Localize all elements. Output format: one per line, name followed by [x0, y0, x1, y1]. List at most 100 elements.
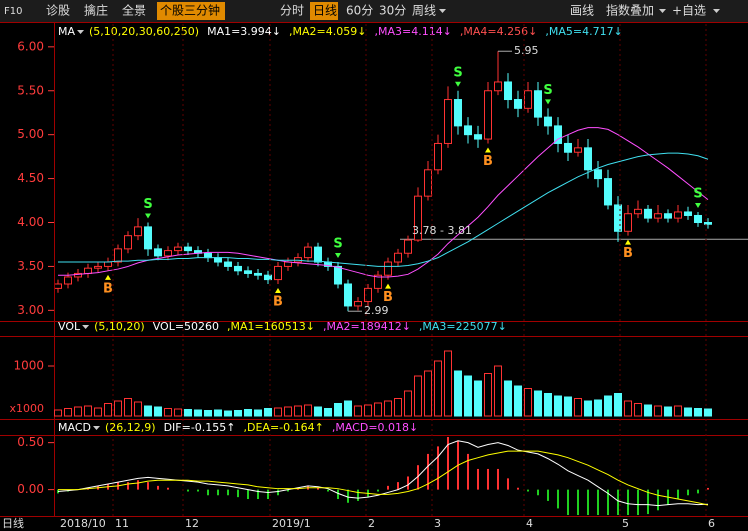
volume-bar: [84, 405, 92, 417]
period-label: 日线: [2, 516, 24, 530]
candle-body: [84, 267, 92, 274]
volume-bar: [494, 365, 502, 417]
signal-label: S: [143, 197, 152, 212]
volume-bar: [484, 373, 492, 417]
volume-bar: [54, 409, 62, 417]
volume-bar: [504, 380, 512, 417]
volume-bar: [244, 409, 252, 417]
candle-body: [634, 208, 642, 215]
y-tick-label: 6.00: [17, 39, 44, 53]
toolbar-button[interactable]: 诊股: [46, 4, 70, 18]
volume-bar: [224, 410, 232, 417]
toolbar-button[interactable]: 全景: [122, 3, 146, 18]
volume-bar: [514, 385, 522, 417]
indicator-label: (26,12,9): [105, 421, 156, 434]
volume-bar: [124, 398, 132, 417]
period-button[interactable]: 周线: [412, 4, 436, 18]
volume-bar: [184, 409, 192, 417]
indicator-label[interactable]: VOL: [58, 320, 81, 333]
volume-bar: [334, 403, 342, 417]
candle-body: [204, 252, 212, 259]
candle-body: [404, 239, 412, 254]
unit-label: x1000: [9, 402, 44, 415]
volume-bar: [264, 408, 272, 417]
candle-body: [644, 208, 652, 219]
toolbar-button[interactable]: +自选: [672, 4, 706, 18]
candle-body: [254, 272, 262, 276]
toolbar-button[interactable]: 指数叠加: [606, 3, 654, 18]
indicator-label[interactable]: MA: [58, 25, 75, 38]
annotation: 5.95: [514, 44, 539, 57]
signal-label: B: [483, 154, 493, 169]
indicator-label[interactable]: MACD: [58, 421, 91, 434]
y-tick-label: 3.50: [17, 259, 44, 273]
volume-bar: [524, 388, 532, 417]
volume-bar: [434, 360, 442, 417]
period-button[interactable]: 60分: [346, 4, 373, 18]
candle-body: [174, 246, 182, 252]
y-tick-label: 0.50: [17, 435, 44, 449]
toolbar-button[interactable]: 擒庄: [84, 3, 108, 18]
volume-bar: [664, 406, 672, 417]
volume-bar: [254, 409, 262, 417]
price-plot: [55, 51, 748, 312]
candle-body: [134, 226, 142, 237]
volume-bar: [654, 405, 662, 417]
period-button[interactable]: 30分: [379, 4, 406, 18]
macd-plot: [57, 437, 709, 515]
signal-arrow: [625, 239, 631, 245]
indicator-label: ,MA1=160513↓: [227, 320, 315, 333]
candle-body: [674, 211, 682, 219]
volume-bar: [474, 380, 482, 417]
dropdown-arrow: [439, 9, 446, 13]
indicator-label: (5,10,20,30,60,250): [89, 25, 199, 38]
candle-body: [514, 99, 522, 109]
indicator-label: ,MACD=0.018↓: [332, 421, 418, 434]
candle-body: [94, 265, 102, 269]
volume-bar: [164, 408, 172, 417]
candle-body: [264, 274, 272, 281]
x-tick-label: 3: [434, 517, 441, 530]
volume-bar: [694, 408, 702, 417]
period-button[interactable]: 分时: [280, 4, 304, 18]
active-tab-bg: [157, 2, 225, 20]
volume-bar: [594, 399, 602, 417]
volume-bar: [644, 404, 652, 417]
frame: [0, 22, 748, 517]
volume-bar: [454, 370, 462, 417]
candle-body: [114, 248, 122, 263]
volume-bar: [634, 403, 642, 417]
toolbar-button[interactable]: F10: [4, 6, 22, 17]
volume-bar: [384, 400, 392, 417]
signal-label: S: [333, 237, 342, 252]
indicator-label: ,MA3=4.114↓: [374, 25, 451, 38]
candle-body: [244, 270, 252, 274]
volume-bar: [394, 398, 402, 417]
candle-body: [594, 169, 602, 180]
volume-bar: [584, 400, 592, 417]
x-tick-label: 5: [622, 517, 629, 530]
x-tick-label: 11: [115, 517, 129, 530]
x-tick-label: 6: [708, 517, 715, 530]
volume-bar: [544, 393, 552, 417]
volume-bar: [354, 405, 362, 417]
candle-body: [664, 213, 672, 219]
toolbar-button[interactable]: 个股三分钟: [160, 3, 220, 18]
volume-bar: [604, 395, 612, 417]
candle-body: [614, 204, 622, 232]
toolbar-button[interactable]: 画线: [570, 4, 594, 18]
dropdown-arrow: [713, 9, 720, 13]
y-tick-label: 5.50: [17, 83, 44, 97]
volume-bar: [624, 400, 632, 417]
moving-average: [58, 152, 709, 267]
period-button[interactable]: 日线: [313, 4, 337, 18]
signal-label: B: [273, 294, 283, 309]
volume-bar: [314, 406, 322, 417]
candle-body: [564, 142, 572, 153]
candle-body: [684, 211, 692, 216]
dropdown-arrow: [659, 9, 666, 13]
candle-body: [444, 99, 452, 144]
y-tick-label: 4.00: [17, 215, 44, 229]
candle-body: [364, 287, 372, 303]
